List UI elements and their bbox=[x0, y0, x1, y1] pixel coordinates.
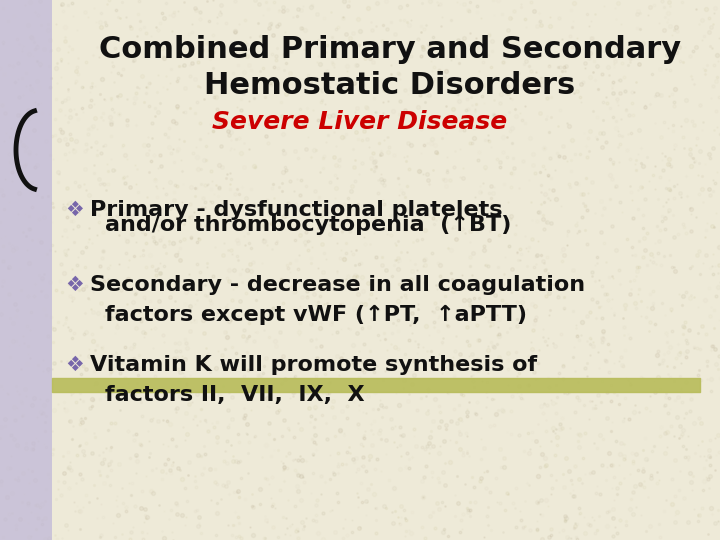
Text: ❖: ❖ bbox=[66, 200, 84, 220]
Text: factors except vWF (↑PT,  ↑aPTT): factors except vWF (↑PT, ↑aPTT) bbox=[105, 305, 527, 325]
Text: and/or thrombocytopenia  (↑BT): and/or thrombocytopenia (↑BT) bbox=[105, 215, 511, 235]
Text: Primary - dysfunctional platelets: Primary - dysfunctional platelets bbox=[90, 200, 503, 220]
Text: Severe Liver Disease: Severe Liver Disease bbox=[212, 110, 508, 134]
Bar bbox=[0, 0, 52, 540]
Text: factors II,  VII,  IX,  X: factors II, VII, IX, X bbox=[105, 385, 364, 405]
Text: Vitamin K will promote synthesis of: Vitamin K will promote synthesis of bbox=[90, 355, 537, 375]
Text: Hemostatic Disorders: Hemostatic Disorders bbox=[204, 71, 575, 99]
Text: Secondary - decrease in all coagulation: Secondary - decrease in all coagulation bbox=[90, 275, 585, 295]
Text: Combined Primary and Secondary: Combined Primary and Secondary bbox=[99, 36, 681, 64]
Text: ❖: ❖ bbox=[66, 275, 84, 295]
Text: ❖: ❖ bbox=[66, 355, 84, 375]
